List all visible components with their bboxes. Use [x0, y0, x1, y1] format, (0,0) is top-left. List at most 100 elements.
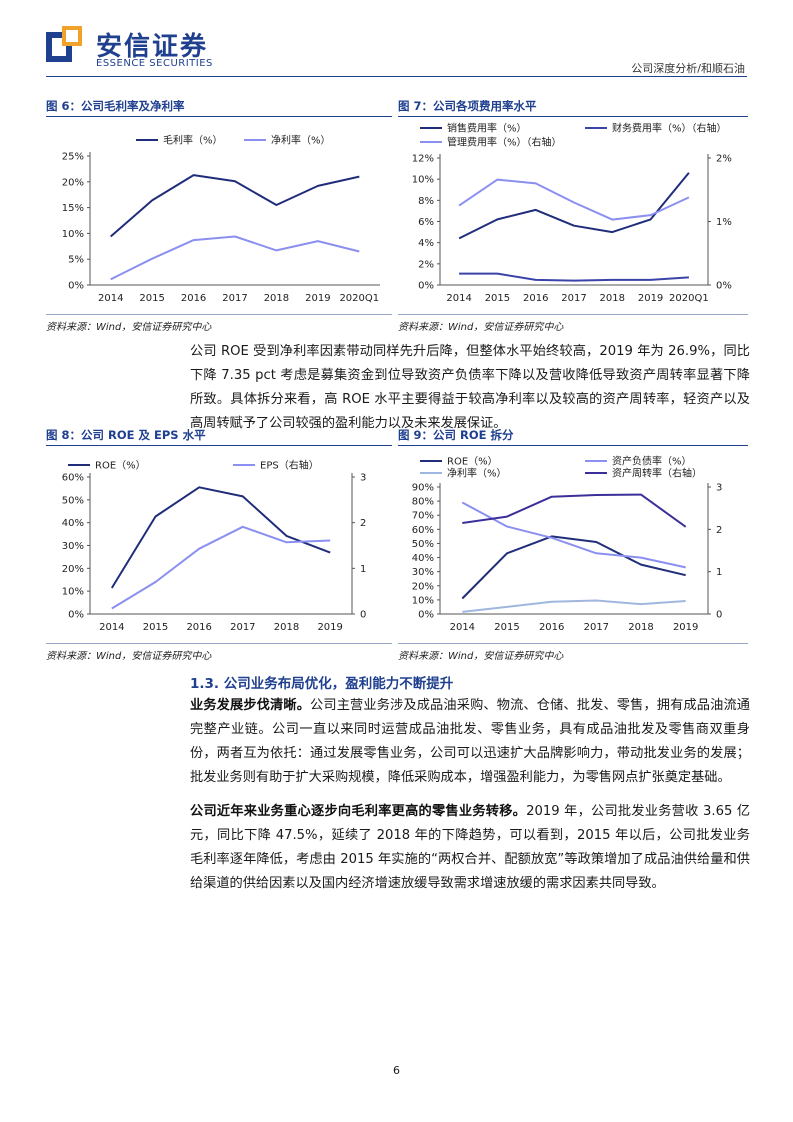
fig6-xtick-label: 2016	[181, 293, 206, 304]
fig6-xtick-label: 2020Q1	[339, 293, 379, 304]
fig9-y2tick-label: 3	[716, 483, 722, 494]
fig6-ytick-label: 15%	[62, 203, 84, 214]
fig8-series-1-line	[111, 525, 331, 610]
section-title: 1.3. 公司业务布局优化，盈利能力不断提升	[190, 676, 454, 692]
fig9-chart: 0% 10% 20% 30% 40% 50% 60% 70% 80% 90% 0 1 2 3 2014 201…	[412, 455, 723, 634]
fig7-legend-label-2: 管理费用率（%）（右轴）	[447, 136, 562, 149]
fig6-xtick-label: 2017	[222, 293, 247, 304]
fig7-ytick-label: 12%	[412, 154, 434, 165]
fig9-bottom-rule	[398, 643, 748, 644]
fig6-legend-label-0: 毛利率（%）	[163, 134, 223, 147]
fig7-series-0-line	[458, 172, 690, 240]
fig7-ytick-label: 2%	[418, 259, 434, 270]
essence-logo-icon	[46, 26, 82, 62]
header-divider	[46, 76, 747, 77]
fig6-series-1-line	[110, 235, 360, 281]
fig8-bottom-rule	[46, 643, 392, 644]
fig9-xtick-label: 2015	[494, 622, 519, 633]
fig8-chart: 0% 10% 20% 30% 40% 50% 60% 0 1 2 3 2014 2015 2016 2017…	[62, 459, 367, 634]
paragraph-retail-shift: 公司近年来业务重心逐步向毛利率更高的零售业务转移。2019 年，公司批发业务营收…	[190, 800, 750, 896]
paragraph-business: 业务发展步伐清晰。公司主营业务涉及成品油采购、物流、仓储、批发、零售，拥有成品油…	[190, 694, 750, 790]
fig7-series-2-line	[458, 178, 690, 221]
fig7-top-rule	[398, 116, 748, 117]
fig8-xtick-label: 2014	[99, 622, 124, 633]
fig7-ytick-label: 4%	[418, 238, 434, 249]
fig6-ytick-label: 10%	[62, 229, 84, 240]
fig6-bottom-rule	[46, 314, 392, 315]
paragraph-roe: 公司 ROE 受到净利率因素带动同样先升后降，但整体水平始终较高，2019 年为…	[190, 344, 750, 431]
fig9-legend-label-3: 资产周转率（右轴）	[612, 467, 702, 480]
fig9-y2tick-label: 2	[716, 525, 722, 536]
fig6-xtick-label: 2014	[98, 293, 123, 304]
page-number: 6	[393, 1064, 400, 1077]
fig8-ytick-label: 10%	[62, 587, 84, 598]
fig6-xtick-label: 2015	[139, 293, 164, 304]
fig9-ytick-label: 90%	[412, 483, 434, 494]
fig9-series-3-line	[462, 493, 687, 528]
fig8-xtick-label: 2018	[274, 622, 299, 633]
paragraph-retail-text: 2019 年，公司批发业务营收 3.65 亿元，同比下降 47.5%，延续了 2…	[190, 804, 751, 891]
fig8-ytick-label: 0%	[68, 610, 84, 621]
fig9-xtick-label: 2019	[673, 622, 698, 633]
fig6-xtick-label: 2018	[264, 293, 289, 304]
fig6-chart: 0% 5% 10% 15% 20% 25% 2014 2015 2016 2017 2018 2019…	[62, 134, 380, 304]
fig9-ytick-label: 40%	[412, 553, 434, 564]
fig7-bottom-rule	[398, 314, 748, 315]
fig7-source: 资料来源：Wind，安信证券研究中心	[398, 322, 564, 333]
fig9-ytick-label: 50%	[412, 539, 434, 550]
fig8-xtick-label: 2017	[230, 622, 255, 633]
paragraph-retail-lead: 公司近年来业务重心逐步向毛利率更高的零售业务转移。	[190, 804, 527, 819]
fig6-ytick-label: 25%	[62, 152, 84, 163]
fig8-ytick-label: 60%	[62, 473, 84, 484]
fig6-series-0-line	[110, 174, 360, 238]
fig9-ytick-label: 60%	[412, 525, 434, 536]
fig8-series-0-line	[110, 486, 331, 589]
fig9-legend-label-0: ROE（%）	[447, 456, 498, 468]
fig9-xtick-label: 2016	[539, 622, 564, 633]
fig8-y2tick-label: 1	[360, 564, 366, 575]
fig8-legend-label-0: ROE（%）	[95, 460, 146, 472]
fig6-ytick-label: 0%	[68, 281, 84, 292]
fig9-y2tick-label: 1	[716, 567, 722, 578]
fig8-ytick-label: 40%	[62, 518, 84, 529]
fig6-top-rule	[46, 116, 392, 117]
fig9-series-2-line	[462, 599, 686, 613]
report-tag: 公司深度分析/和顺石油	[631, 62, 745, 75]
logo-chinese-name: 安信证券	[96, 32, 209, 62]
fig7-series-1-line	[459, 272, 689, 282]
fig8-xtick-label: 2015	[143, 622, 168, 633]
fig7-ytick-label: 6%	[418, 217, 434, 228]
fig9-xtick-label: 2014	[450, 622, 475, 633]
fig8-ytick-label: 50%	[62, 495, 84, 506]
fig8-top-rule	[46, 445, 392, 446]
fig6-legend-label-1: 净利率（%）	[271, 134, 331, 147]
fig6-title: 图 6：公司毛利率及净利率	[46, 99, 185, 113]
fig7-y2tick-label: 0%	[716, 281, 732, 292]
fig8-xtick-label: 2016	[186, 622, 211, 633]
fig9-series-0-line	[461, 535, 686, 600]
fig7-xtick-label: 2019	[638, 293, 663, 304]
fig9-xtick-label: 2017	[584, 622, 609, 633]
fig8-legend-label-1: EPS（右轴）	[260, 459, 319, 472]
fig9-title: 图 9：公司 ROE 拆分	[398, 428, 514, 442]
fig8-y2tick-label: 0	[360, 610, 366, 621]
fig6-source: 资料来源：Wind，安信证券研究中心	[46, 322, 212, 333]
fig9-source: 资料来源：Wind，安信证券研究中心	[398, 651, 564, 662]
fig7-xtick-label: 2020Q1	[669, 293, 709, 304]
fig7-y2tick-label: 1%	[716, 217, 732, 228]
fig9-ytick-label: 20%	[412, 581, 434, 592]
fig9-ytick-label: 10%	[412, 595, 434, 606]
fig8-title: 图 8：公司 ROE 及 EPS 水平	[46, 428, 206, 442]
fig9-ytick-label: 0%	[418, 610, 434, 621]
fig9-ytick-label: 30%	[412, 567, 434, 578]
fig9-y2tick-label: 0	[716, 610, 722, 621]
fig8-xtick-label: 2019	[317, 622, 342, 633]
fig8-ytick-label: 30%	[62, 541, 84, 552]
fig8-ytick-label: 20%	[62, 564, 84, 575]
fig6-ytick-label: 20%	[62, 177, 84, 188]
fig9-ytick-label: 80%	[412, 497, 434, 508]
fig7-legend-label-1: 财务费用率（%）（右轴）	[612, 122, 727, 135]
fig7-title: 图 7：公司各项费用率水平	[398, 99, 537, 113]
fig7-xtick-label: 2015	[485, 293, 510, 304]
fig7-xtick-label: 2016	[523, 293, 548, 304]
